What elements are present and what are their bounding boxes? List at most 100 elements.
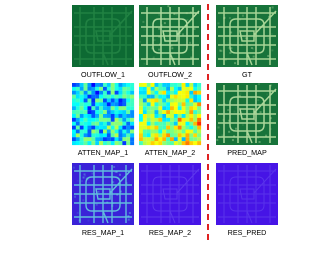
heat-cell	[146, 125, 151, 130]
heat-cell	[130, 94, 135, 99]
speckle	[246, 37, 249, 40]
heat-cell	[142, 86, 147, 91]
heat-cell	[197, 137, 202, 142]
heat-cell	[170, 121, 174, 126]
heat-cell	[72, 133, 76, 138]
heat-cell	[114, 133, 119, 138]
heat-cell	[197, 125, 202, 130]
heat-cell	[173, 83, 178, 87]
heat-cell	[79, 106, 84, 111]
heat-cell	[150, 137, 155, 142]
heat-cell	[99, 114, 104, 118]
heat-cell	[126, 117, 131, 122]
heat-cell	[83, 90, 88, 95]
heat-cell	[197, 83, 202, 87]
heat-cell	[166, 106, 171, 111]
heat-cell	[189, 114, 194, 118]
heat-cell	[173, 102, 178, 107]
speckle	[190, 56, 193, 59]
panel	[72, 83, 135, 146]
heat-cell	[130, 98, 135, 103]
speckle	[222, 10, 224, 12]
speckle	[238, 107, 241, 110]
heat-cell	[170, 125, 174, 130]
heat-cell	[106, 94, 111, 99]
heat-cell	[126, 98, 131, 103]
heat-cell	[72, 102, 76, 107]
heat-cell	[72, 129, 76, 134]
heat-cell	[110, 137, 115, 142]
heat-cell	[185, 141, 190, 146]
heat-cell	[126, 125, 131, 130]
panel	[139, 83, 202, 146]
speckle	[227, 46, 230, 49]
heat-cell	[75, 121, 80, 126]
heat-cell	[185, 90, 190, 95]
speckle	[227, 109, 230, 112]
speckle	[178, 32, 181, 35]
heat-cell	[154, 110, 159, 115]
speckle	[223, 17, 226, 20]
heat-cell	[162, 83, 167, 87]
heat-cell	[114, 114, 119, 118]
heat-cell	[146, 114, 151, 118]
heat-cell	[103, 141, 107, 146]
heat-cell	[162, 133, 167, 138]
heat-cell	[122, 141, 127, 146]
heat-cell	[146, 121, 151, 126]
heat-cell	[99, 121, 104, 126]
heat-cell	[166, 141, 171, 146]
heat-cell	[114, 98, 119, 103]
panel-label: RES_MAP_1	[82, 228, 124, 237]
heat-cell	[170, 106, 174, 111]
heat-cell	[114, 94, 119, 99]
heat-cell	[126, 121, 131, 126]
speckle	[259, 111, 262, 114]
speckle	[139, 58, 142, 61]
heat-cell	[103, 133, 107, 138]
heat-cell	[150, 117, 155, 122]
heat-cell	[110, 102, 115, 107]
heat-cell	[110, 83, 115, 87]
heat-cell	[79, 102, 84, 107]
speckle	[82, 199, 85, 202]
heat-cell	[130, 129, 135, 134]
heat-cell	[150, 86, 155, 91]
heat-cell	[79, 129, 84, 134]
speckle	[78, 219, 81, 222]
road-pattern	[218, 165, 277, 224]
panel-label: ATTEN_MAP_1	[78, 148, 129, 157]
heat-cell	[166, 86, 171, 91]
heat-cell	[181, 117, 186, 122]
heat-cell	[181, 90, 186, 95]
heat-cell	[99, 94, 104, 99]
heat-cell	[173, 106, 178, 111]
heat-cell	[139, 133, 143, 138]
heat-cell	[91, 133, 96, 138]
heat-cell	[79, 117, 84, 122]
heat-cell	[72, 83, 76, 87]
heat-cell	[162, 114, 167, 118]
road-pattern	[74, 165, 133, 224]
heat-cell	[103, 121, 107, 126]
heat-cell	[99, 141, 104, 146]
heat-cell	[83, 133, 88, 138]
speckle	[240, 44, 243, 47]
heat-cell	[181, 114, 186, 118]
speckle	[172, 57, 175, 60]
heat-cell	[72, 114, 76, 118]
heat-cell	[72, 121, 76, 126]
speckle	[143, 62, 146, 65]
heat-cell	[154, 121, 159, 126]
heat-cell	[75, 114, 80, 118]
speckle	[139, 40, 142, 43]
heat-cell	[197, 129, 202, 134]
heat-cell	[95, 114, 100, 118]
heat-cell	[139, 114, 143, 118]
heat-cell	[95, 98, 100, 103]
heat-cell	[158, 125, 163, 130]
heat-cell	[185, 137, 190, 142]
speckle	[140, 19, 142, 21]
heat-cell	[106, 86, 111, 91]
speckle	[262, 99, 265, 102]
